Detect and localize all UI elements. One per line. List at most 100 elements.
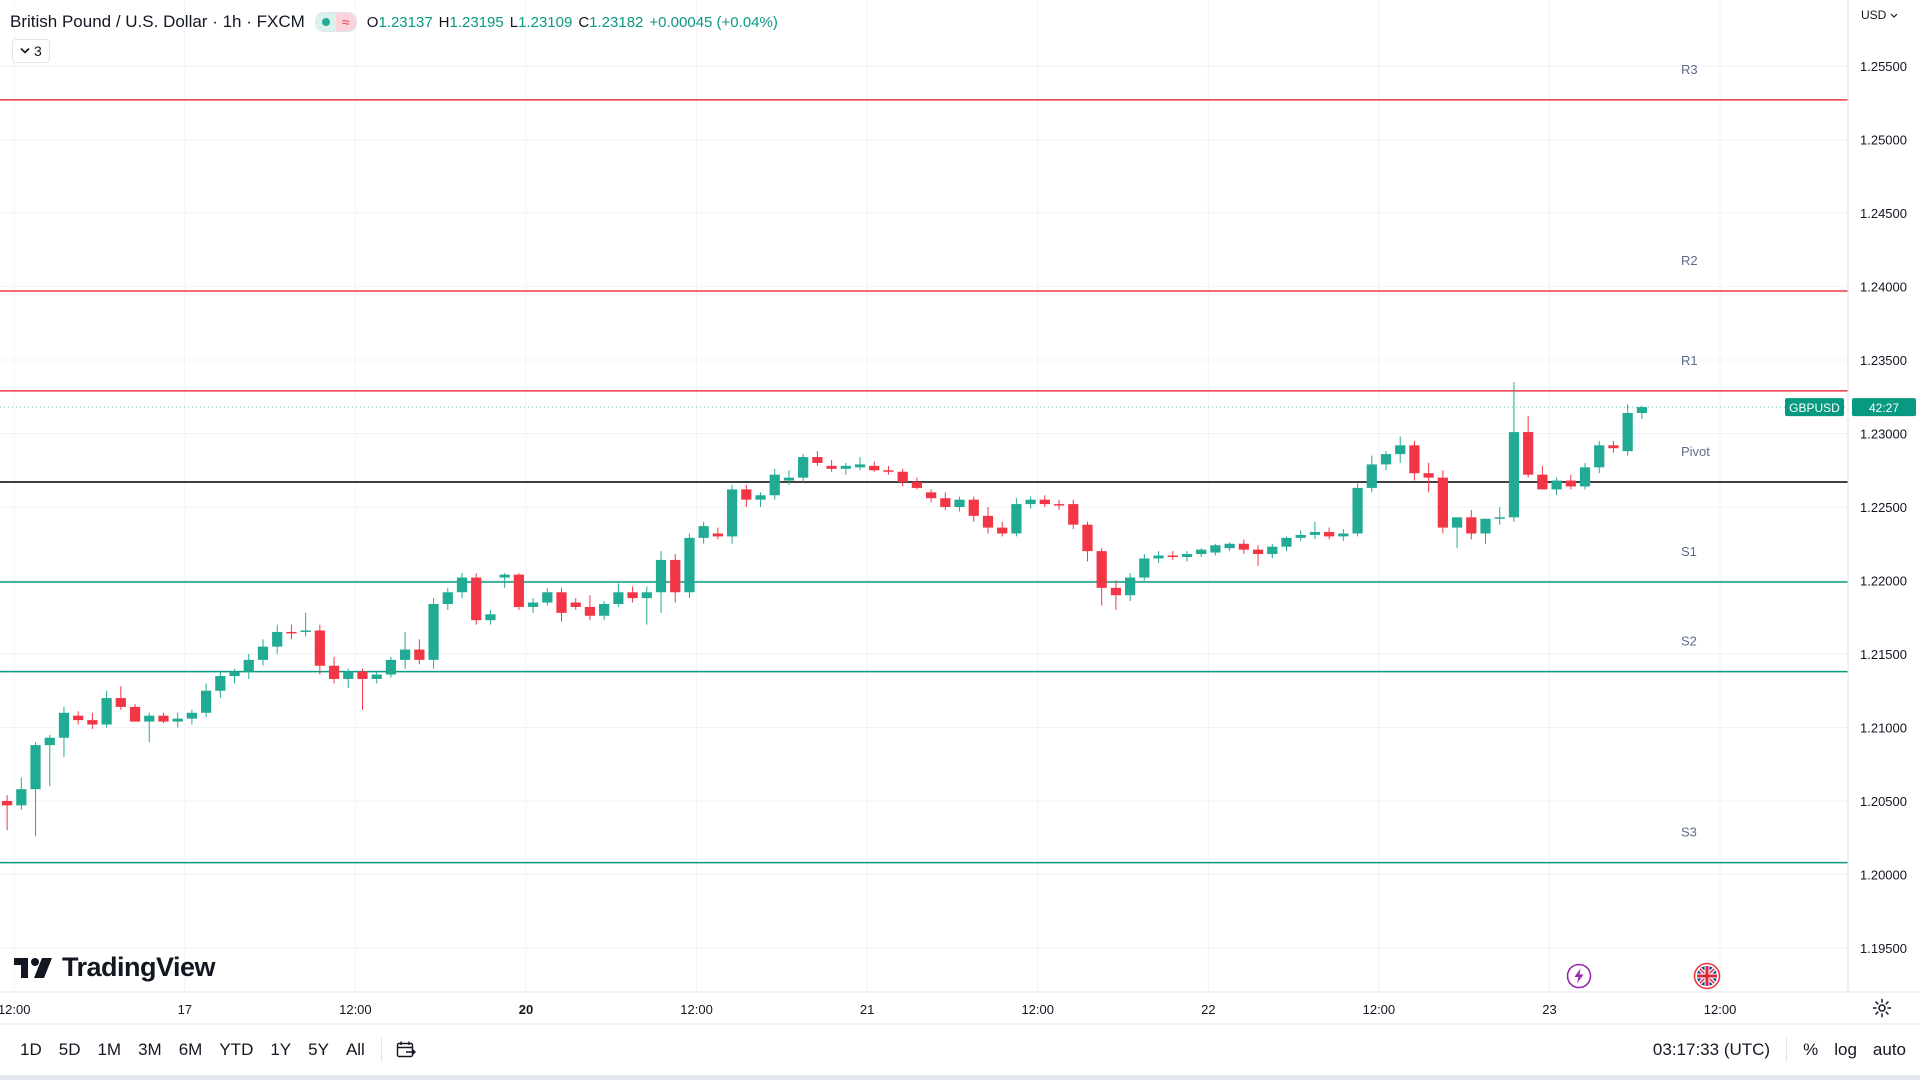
candle[interactable] [1579,462,1591,490]
candle[interactable] [1324,527,1335,540]
candle[interactable] [670,554,681,603]
candle[interactable] [257,639,269,666]
candle[interactable] [371,671,382,684]
candle[interactable] [1352,483,1363,537]
candle[interactable] [954,496,965,512]
candle[interactable] [1224,542,1235,552]
candle[interactable] [44,734,55,787]
candle[interactable] [442,587,453,610]
candle[interactable] [1039,495,1050,508]
candle[interactable] [755,492,766,508]
candle[interactable] [1466,509,1477,540]
candle[interactable] [812,451,823,466]
candle[interactable] [1423,462,1434,493]
candle[interactable] [1395,436,1406,463]
candle[interactable] [300,612,311,637]
candle[interactable] [1523,415,1534,478]
candle[interactable] [1508,382,1520,522]
candle[interactable] [215,671,226,699]
candle[interactable] [1196,548,1207,557]
candle[interactable] [883,465,894,475]
candle[interactable] [1338,529,1349,541]
candle[interactable] [471,573,482,625]
candle[interactable] [982,507,994,534]
candle[interactable] [1139,554,1150,581]
candle[interactable] [911,477,923,490]
utc-clock[interactable]: 03:17:33 (UTC) [1652,1040,1771,1059]
candle[interactable] [542,587,553,606]
candle[interactable] [1594,440,1605,474]
candle[interactable] [712,527,723,540]
currency-select[interactable]: USD [1861,8,1898,22]
candle[interactable] [1153,551,1164,563]
candle[interactable] [940,492,951,510]
candle[interactable] [826,459,837,472]
candle[interactable] [385,656,397,678]
settings-icon[interactable] [1872,998,1892,1023]
candle[interactable] [627,586,638,603]
candle[interactable] [726,484,738,544]
symbol-title[interactable]: British Pound / U.S. Dollar · 1h · FXCM [10,12,305,31]
candle[interactable] [513,573,524,610]
candle[interactable] [655,551,667,613]
market-status[interactable]: ≈ [314,12,357,32]
candle[interactable] [1366,455,1377,493]
candle[interactable] [1622,404,1633,456]
range-button[interactable]: 1Y [270,1040,292,1059]
candle[interactable] [343,668,354,688]
candle[interactable] [1096,548,1107,606]
candle[interactable] [73,711,84,725]
tradingview-logo[interactable]: TradingView [14,952,216,983]
candle[interactable] [186,709,198,725]
candle[interactable] [1608,440,1619,453]
range-button[interactable]: 5Y [308,1040,329,1059]
candle[interactable] [684,533,695,599]
candle[interactable] [16,777,27,810]
candle[interactable] [229,668,240,684]
candles[interactable] [1,382,1647,837]
candle[interactable] [1437,470,1448,534]
candle[interactable] [400,631,411,669]
uk-flag-icon[interactable] [1693,962,1721,995]
candle[interactable] [869,461,880,472]
candle[interactable] [1053,499,1065,510]
candle[interactable] [1494,507,1505,525]
candle[interactable] [243,653,254,679]
candle[interactable] [1252,545,1264,566]
candle[interactable] [1167,551,1178,560]
candle[interactable] [1409,440,1420,481]
candle[interactable] [798,454,809,483]
candle[interactable] [58,706,70,757]
range-button[interactable]: YTD [219,1040,254,1059]
candle[interactable] [599,601,610,621]
candle[interactable] [1125,573,1136,602]
candle[interactable] [1565,474,1576,490]
indicators-toggle-button[interactable]: 3 [12,39,50,63]
candle[interactable] [613,583,624,607]
candle[interactable] [897,468,908,487]
candle[interactable] [769,468,780,500]
candle[interactable] [201,683,212,718]
candle[interactable] [414,639,425,665]
candle[interactable] [741,484,752,508]
candle[interactable] [87,712,98,729]
range-button[interactable]: 5D [58,1040,81,1059]
candle[interactable] [1068,499,1079,530]
range-button[interactable]: 3M [138,1040,162,1059]
range-button[interactable]: 1D [20,1040,42,1059]
candle[interactable] [1267,543,1278,559]
percent-scale-toggle[interactable]: % [1803,1040,1819,1059]
candle[interactable] [1636,405,1647,419]
candle[interactable] [1380,451,1392,471]
candle[interactable] [101,690,112,728]
candle[interactable] [698,521,709,544]
candle[interactable] [783,470,795,485]
candle[interactable] [641,586,652,625]
candle[interactable] [527,598,539,613]
candle[interactable] [499,573,510,588]
candle[interactable] [1025,496,1036,509]
candle[interactable] [272,624,283,654]
candle[interactable] [1210,543,1221,556]
goto-date-icon[interactable] [396,1041,416,1059]
